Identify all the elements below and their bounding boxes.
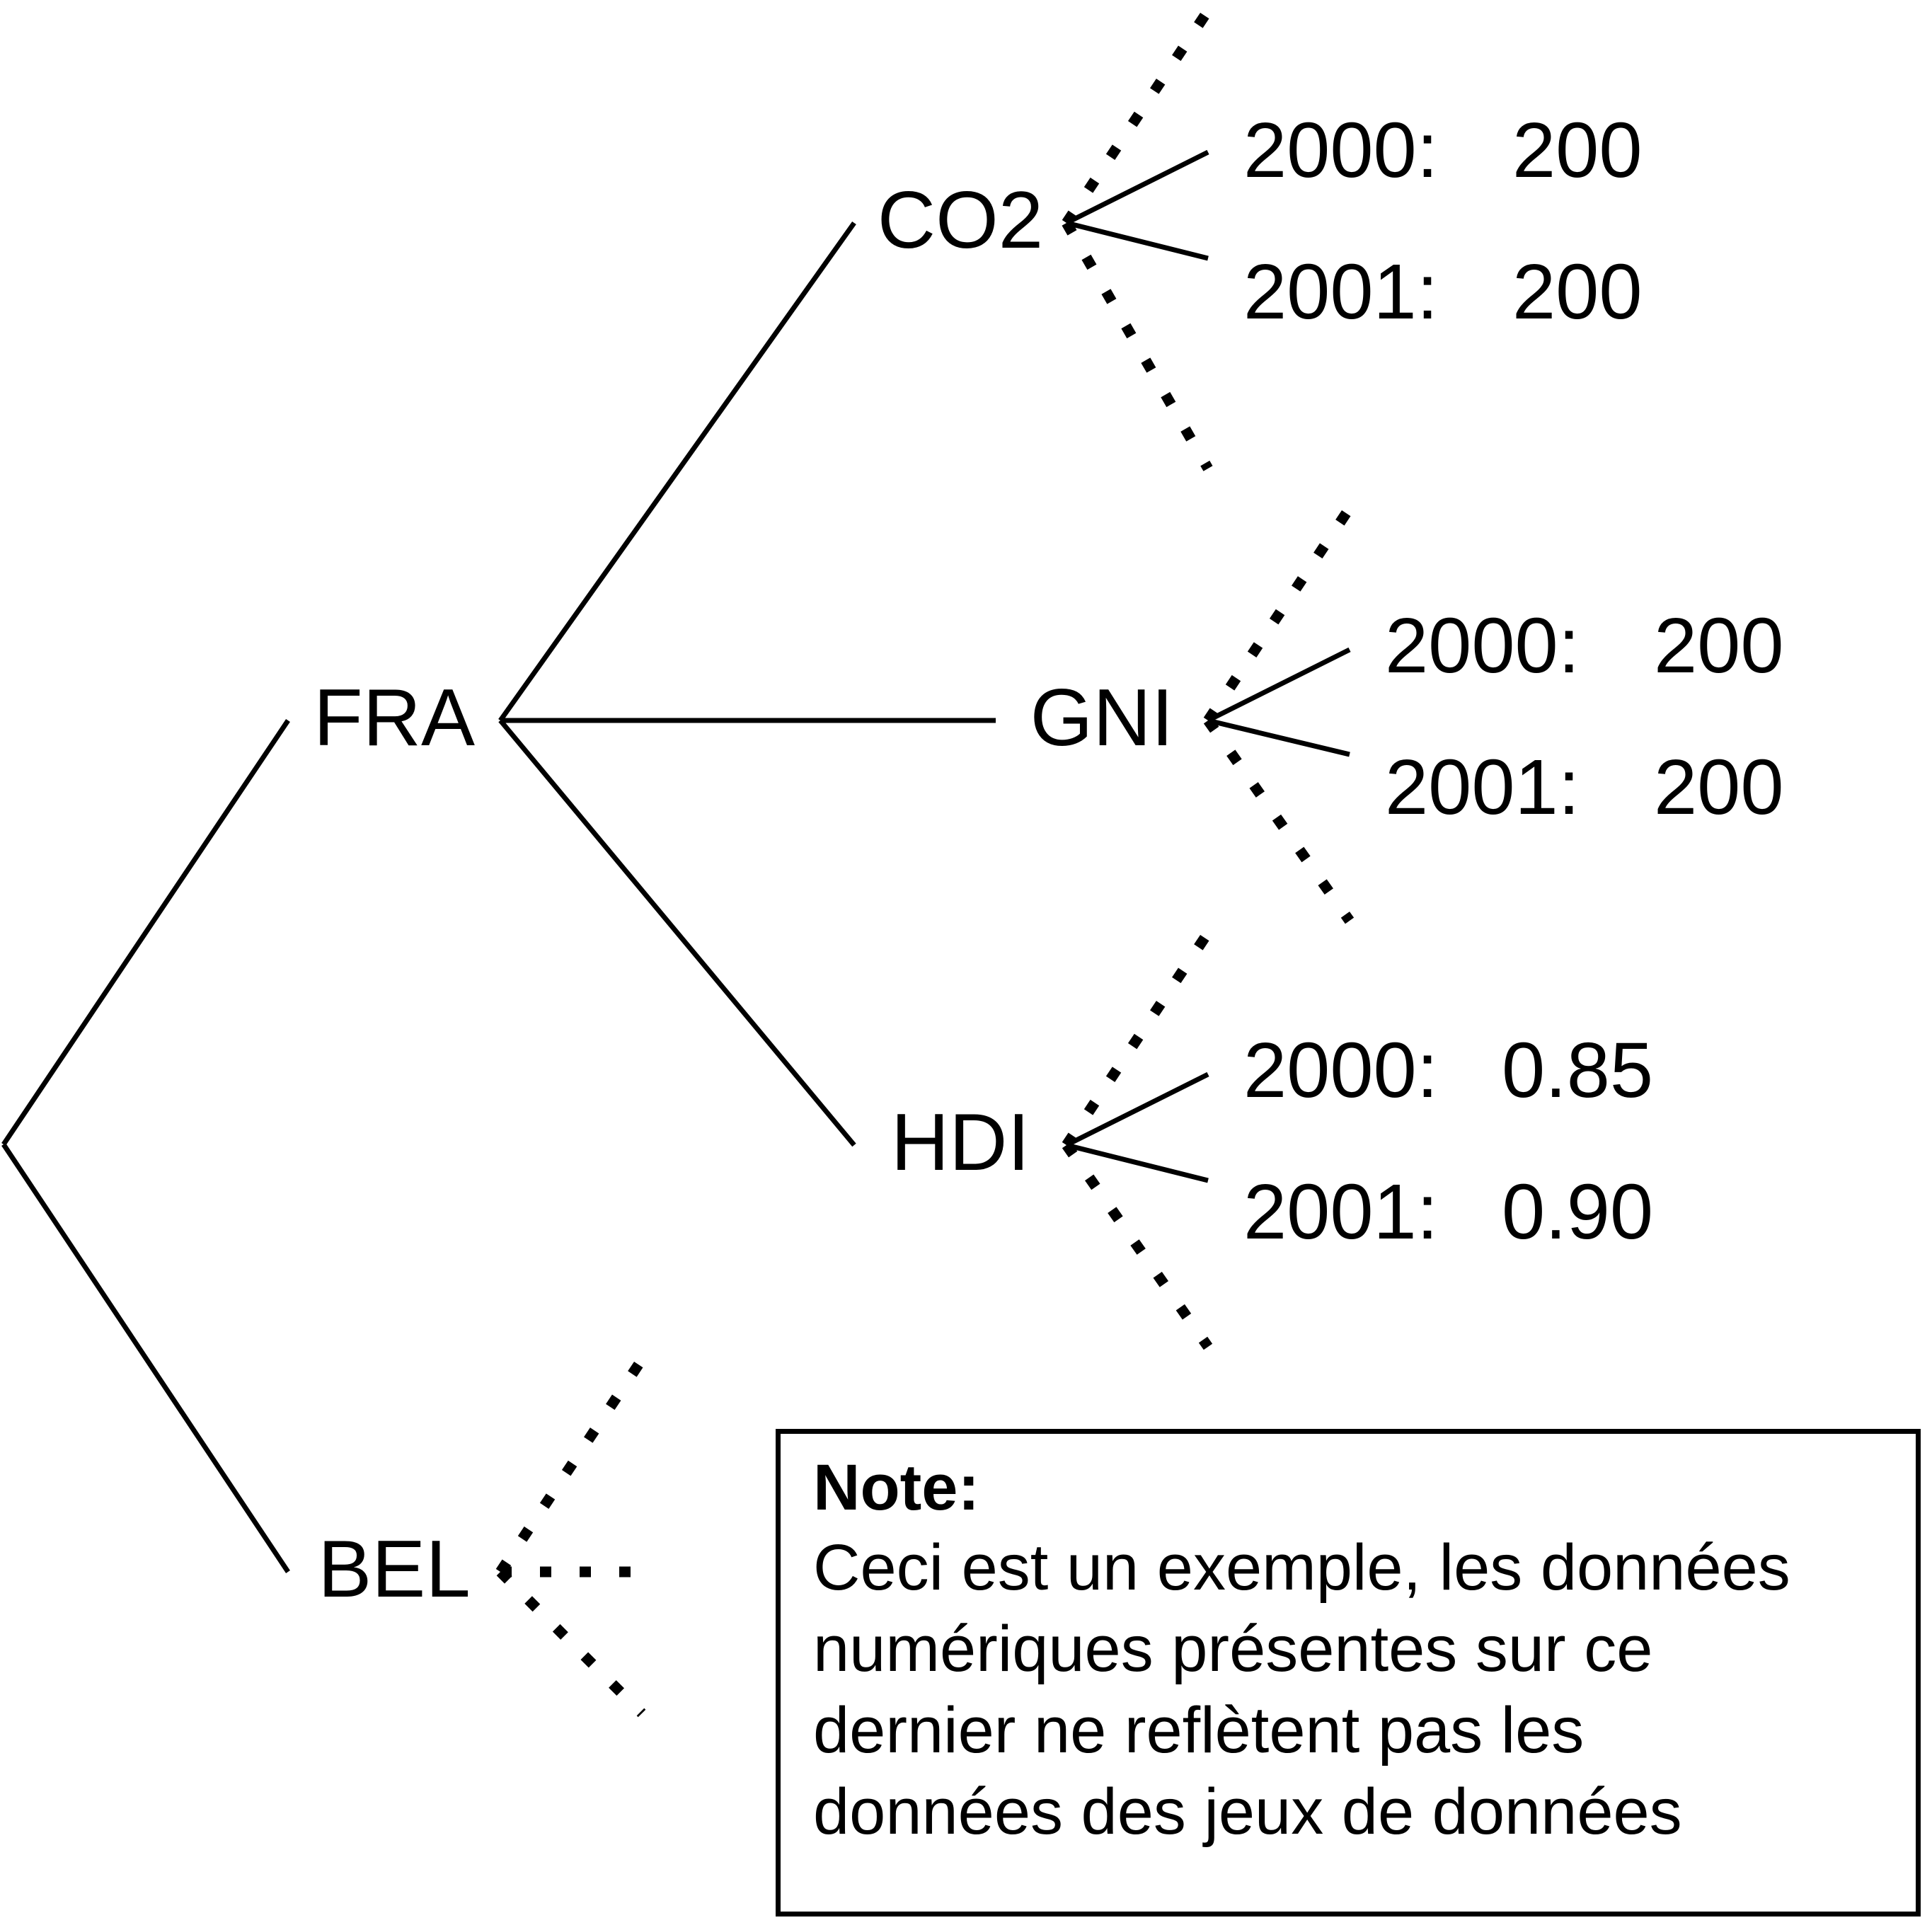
hdi-value-2001: 0.90 [1502, 1168, 1653, 1255]
node-fra: FRA [314, 673, 475, 763]
dotted-edge-bel-down [496, 1568, 646, 1718]
node-co2: CO2 [878, 176, 1043, 265]
co2-year-2000: 2000: [1243, 107, 1438, 194]
edge-hdi-2001 [1066, 1142, 1209, 1183]
gni-year-2000: 2000: [1385, 602, 1580, 689]
edge-fra-co2 [498, 221, 856, 723]
dotted-edge-hdi-down [1062, 1142, 1213, 1350]
node-gni: GNI [1030, 673, 1174, 763]
note-title: Note: [813, 1452, 980, 1524]
edge-gni-2000 [1207, 647, 1351, 723]
edge-hdi-2000 [1065, 1071, 1209, 1148]
edge-root-fra [1, 719, 290, 1146]
edge-fra-hdi [498, 718, 856, 1147]
dotted-edge-bel-up [495, 1356, 647, 1575]
dotted-edge-co2-down [1062, 220, 1213, 471]
dotted-edge-hdi-up [1062, 929, 1213, 1149]
co2-value-2001: 200 [1512, 248, 1643, 335]
note-line: dernier ne reflètent pas les [813, 1694, 1585, 1766]
hdi-year-2000: 2000: [1243, 1027, 1438, 1114]
note-line: Ceci est un exemple, les données [813, 1532, 1790, 1604]
gni-value-2001: 200 [1654, 744, 1784, 831]
hdi-year-2001: 2001: [1243, 1168, 1438, 1255]
edge-gni-2001 [1207, 718, 1350, 757]
node-hdi: HDI [891, 1098, 1030, 1188]
edge-co2-2001 [1066, 220, 1209, 261]
node-bel: BEL [318, 1524, 470, 1614]
gni-value-2000: 200 [1654, 602, 1784, 689]
gni-year-2001: 2001: [1385, 744, 1580, 831]
hdi-value-2000: 0.85 [1502, 1027, 1653, 1114]
edge-co2-2000 [1065, 149, 1209, 226]
dotted-edge-co2-up [1062, 7, 1213, 226]
co2-year-2001: 2001: [1243, 248, 1438, 335]
dotted-edge-gni-up [1203, 505, 1355, 724]
edge-root-bel [1, 1143, 290, 1573]
note-line: données des jeux de données [813, 1776, 1682, 1848]
note-box: Note: Ceci est un exemple, les données n… [776, 1429, 1921, 1917]
dotted-edge-gni-down [1203, 717, 1355, 924]
co2-value-2000: 200 [1512, 107, 1643, 194]
note-line: numériques présentes sur ce [813, 1613, 1653, 1685]
